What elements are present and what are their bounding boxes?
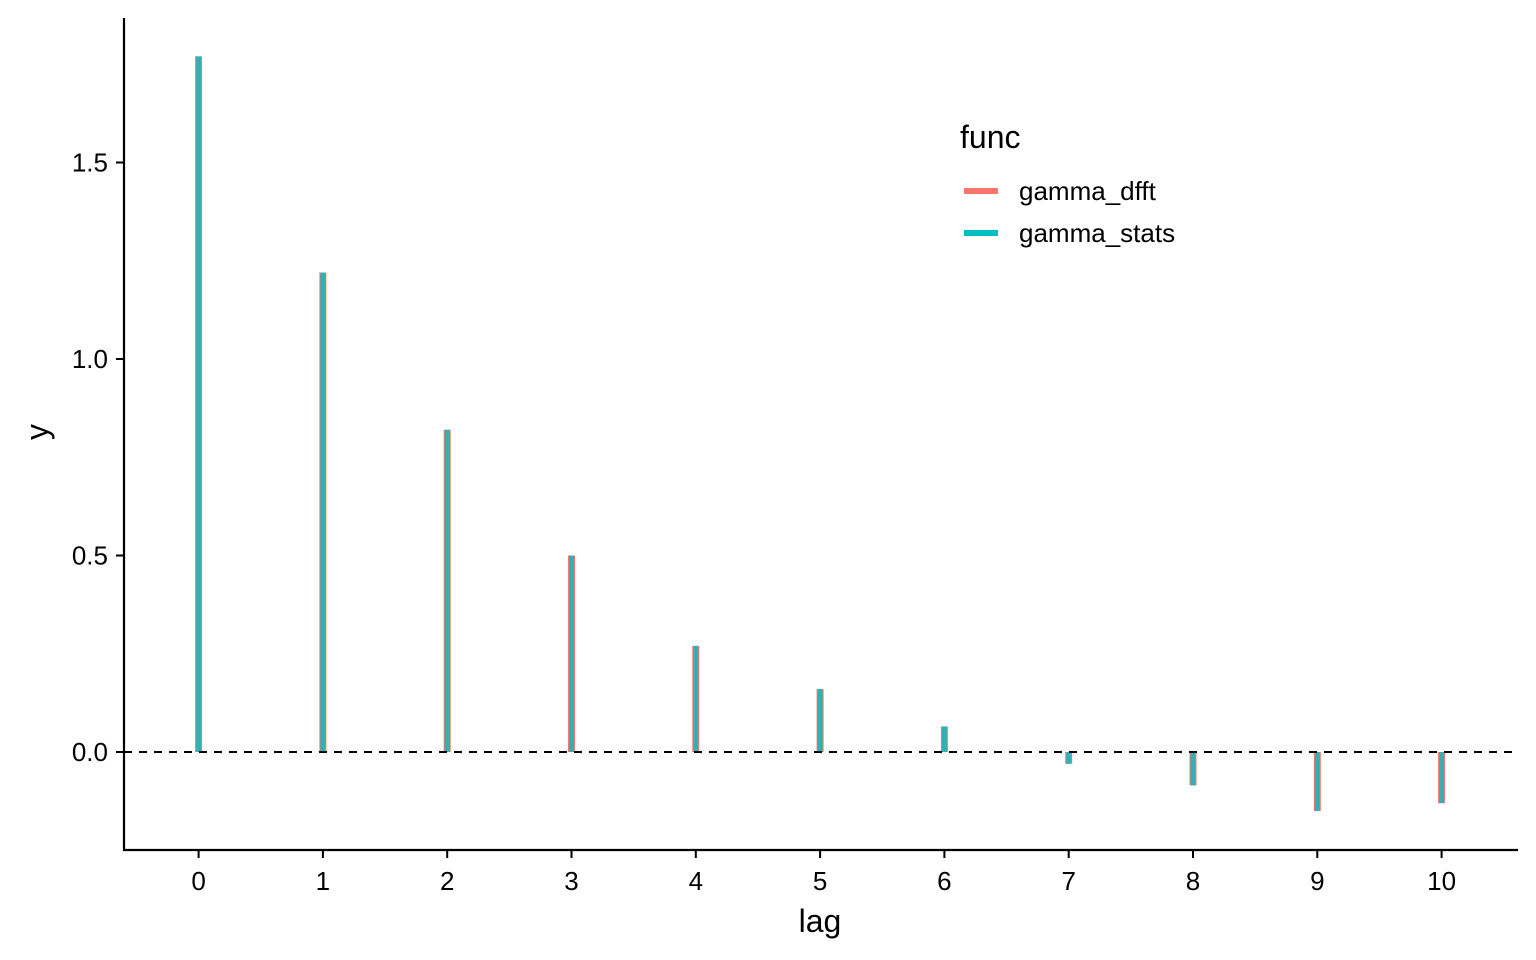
x-tick-label: 0 [191,866,205,896]
legend-title: func [960,119,1020,155]
x-tick-label: 1 [316,866,330,896]
x-tick-label: 4 [689,866,703,896]
chart-marks [195,56,1446,811]
x-axis-title: lag [799,903,842,939]
x-tick-label: 3 [564,866,578,896]
y-tick-label: 1.5 [72,148,108,178]
y-axis-ticks: 0.0 0.5 1.0 1.5 [72,148,124,767]
x-tick-label: 7 [1061,866,1075,896]
x-tick-label: 5 [813,866,827,896]
legend: func gamma_dfft gamma_stats [960,119,1175,248]
y-tick-label: 0.0 [72,737,108,767]
legend-label-gamma_dfft: gamma_dfft [1019,176,1157,206]
x-tick-label: 2 [440,866,454,896]
x-axis-ticks: 0 1 2 3 4 5 6 7 8 9 10 [191,850,1456,896]
x-tick-label: 10 [1427,866,1456,896]
x-tick-label: 6 [937,866,951,896]
series-gamma_stats [196,56,1445,811]
legend-label-gamma_stats: gamma_stats [1019,218,1175,248]
x-tick-label: 8 [1186,866,1200,896]
y-tick-label: 1.0 [72,344,108,374]
y-tick-label: 0.5 [72,541,108,571]
y-axis-title: y [19,424,55,440]
x-tick-label: 9 [1310,866,1324,896]
